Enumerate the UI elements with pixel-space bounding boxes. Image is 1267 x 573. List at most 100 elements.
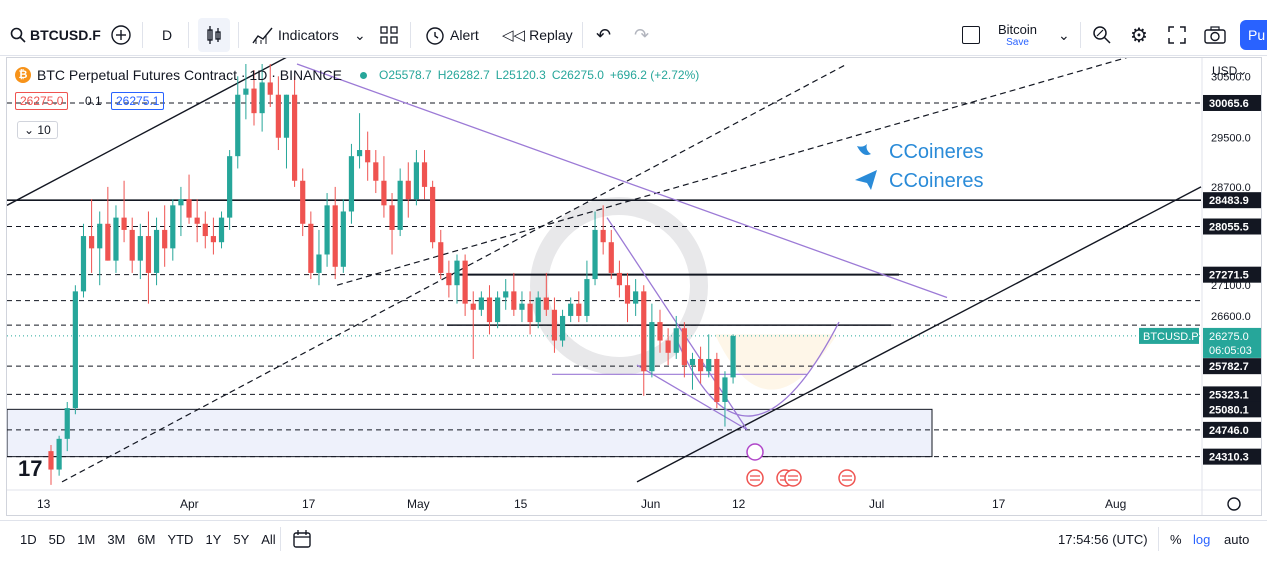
redo-icon[interactable]: ↷ bbox=[634, 24, 650, 45]
candle-body bbox=[308, 223, 314, 273]
candle-body bbox=[275, 94, 281, 138]
price-label-bg bbox=[1203, 266, 1261, 283]
candle-body bbox=[194, 217, 200, 224]
candle-body bbox=[689, 358, 696, 366]
candle-body bbox=[332, 205, 338, 267]
symbol-search[interactable]: BTCUSD.F bbox=[10, 14, 101, 56]
layout-square-icon[interactable] bbox=[962, 14, 980, 56]
camera-icon[interactable] bbox=[1204, 14, 1226, 56]
indicators-button[interactable]: Indicators bbox=[252, 14, 339, 56]
range-5d[interactable]: 5D bbox=[48, 531, 66, 547]
sell-price-box[interactable]: 26275.0 bbox=[15, 92, 69, 110]
layout-name-button[interactable]: Bitcoin Save bbox=[998, 14, 1037, 56]
candle-body bbox=[202, 223, 208, 237]
date-range-icon[interactable] bbox=[292, 521, 312, 557]
tradingview-logo: 17 bbox=[18, 456, 43, 481]
templates-button[interactable] bbox=[380, 14, 398, 56]
undo-icon[interactable]: ↶ bbox=[596, 24, 612, 45]
range-all[interactable]: All bbox=[261, 531, 276, 547]
range-3m[interactable]: 3M bbox=[107, 531, 126, 547]
alert-button[interactable]: Alert bbox=[424, 14, 479, 56]
candle-body bbox=[714, 358, 720, 402]
range-6m[interactable]: 6M bbox=[137, 531, 156, 547]
lightning-event-icon bbox=[746, 443, 764, 461]
candle-body bbox=[454, 260, 460, 286]
candle-body bbox=[584, 279, 590, 316]
auto-toggle[interactable]: auto bbox=[1224, 531, 1250, 547]
candle-body bbox=[730, 335, 736, 378]
gear-icon[interactable]: ⚙ bbox=[1130, 24, 1148, 47]
chevron-down-icon[interactable]: ⌄ bbox=[354, 26, 366, 43]
candle-body bbox=[170, 205, 176, 249]
y-tick-label: 27100.0 bbox=[1211, 280, 1251, 292]
range-1m[interactable]: 1M bbox=[77, 531, 96, 547]
candle-body bbox=[64, 408, 70, 439]
range-5y[interactable]: 5Y bbox=[233, 531, 250, 547]
candle-body bbox=[348, 156, 355, 212]
channel-upper-dashed bbox=[336, 58, 1128, 286]
bottom-toolbar: 1D 5D 1M 3M 6M YTD 1Y 5Y All 17:54:56 (UTC) % lo… bbox=[0, 520, 1267, 556]
candle-body bbox=[657, 322, 663, 341]
candle-body bbox=[153, 229, 160, 273]
cup-highlight bbox=[715, 334, 837, 390]
candle-body bbox=[503, 291, 509, 298]
chevron-down-icon[interactable]: ⌄ bbox=[1058, 26, 1070, 43]
legend-change: +696.2 (+2.72%) bbox=[609, 68, 700, 82]
candle-body bbox=[511, 291, 517, 310]
x-tick-label: 15 bbox=[514, 497, 528, 511]
legend-close: C26275.0 bbox=[551, 68, 604, 82]
candle-body bbox=[438, 242, 444, 273]
candle-body bbox=[535, 297, 541, 323]
price-label-bg bbox=[1203, 94, 1261, 111]
candle-body bbox=[600, 229, 606, 243]
replay-button[interactable]: ◁◁ Replay bbox=[502, 14, 573, 56]
axis-settings-icon bbox=[1227, 497, 1241, 511]
candle-body bbox=[527, 303, 533, 323]
candle-body bbox=[706, 358, 712, 372]
currency-label: USD bbox=[1212, 64, 1238, 78]
watermark-text-2: CCoineres bbox=[889, 170, 983, 192]
quick-search-icon[interactable] bbox=[1092, 14, 1112, 56]
candle-body bbox=[462, 260, 468, 304]
price-label-bg bbox=[1203, 386, 1261, 403]
candle-body bbox=[633, 291, 639, 304]
range-buttons: 1D 5D 1M 3M 6M YTD 1Y 5Y All bbox=[14, 521, 282, 557]
clock-time[interactable]: 17:54:56 (UTC) bbox=[1058, 531, 1148, 547]
candle-body bbox=[405, 180, 411, 200]
chart-area[interactable]: CCoineres CCoineres 30500.0 29500.0 28700.0… bbox=[6, 57, 1262, 516]
candle-body bbox=[673, 328, 679, 353]
x-tick-label: 17 bbox=[302, 497, 316, 511]
chart-type-button[interactable] bbox=[198, 18, 230, 52]
x-tick-label: Jul bbox=[869, 497, 884, 511]
candle-body bbox=[421, 162, 428, 187]
range-1d[interactable]: 1D bbox=[20, 531, 37, 547]
candle-body bbox=[235, 94, 241, 157]
top-toolbar: BTCUSD.F D Indicators ⌄ Alert ◁◁ Replay … bbox=[0, 14, 1267, 56]
rewind-icon: ◁◁ bbox=[502, 27, 526, 44]
candles-icon bbox=[207, 26, 221, 44]
candle-body bbox=[283, 94, 290, 138]
publish-button[interactable]: Pu bbox=[1240, 20, 1267, 50]
candle-body bbox=[649, 322, 655, 372]
buy-price-box[interactable]: 26275.1 bbox=[111, 92, 165, 110]
last-price-label: 26275.0 bbox=[1209, 331, 1249, 343]
indicator-toggle[interactable]: ⌄ 10 bbox=[17, 121, 58, 139]
alarm-clock-icon bbox=[426, 27, 444, 45]
legend-title: BTC Perpetual Futures Contract · 1D · BI… bbox=[37, 67, 342, 83]
last-price-bg bbox=[1203, 327, 1261, 358]
price-chart[interactable]: CCoineres CCoineres 30500.0 29500.0 28700.0… bbox=[7, 58, 1262, 516]
grid-icon bbox=[380, 26, 398, 44]
chevron-down-icon: ⌄ bbox=[1237, 64, 1248, 78]
compare-button[interactable] bbox=[110, 14, 132, 56]
candle-body bbox=[300, 180, 306, 224]
symbol-tag: BTCUSD.P bbox=[1143, 331, 1199, 343]
fullscreen-icon[interactable] bbox=[1168, 14, 1186, 56]
twitter-icon bbox=[857, 144, 871, 155]
log-toggle[interactable]: log bbox=[1193, 531, 1211, 547]
range-1y[interactable]: 1Y bbox=[205, 531, 222, 547]
chevron-down-icon: ⌄ bbox=[24, 123, 35, 137]
percent-toggle[interactable]: % bbox=[1170, 531, 1182, 547]
interval-button[interactable]: D bbox=[162, 27, 173, 43]
currency-select[interactable]: USD⌄ bbox=[1212, 64, 1247, 78]
range-ytd[interactable]: YTD bbox=[167, 531, 194, 547]
